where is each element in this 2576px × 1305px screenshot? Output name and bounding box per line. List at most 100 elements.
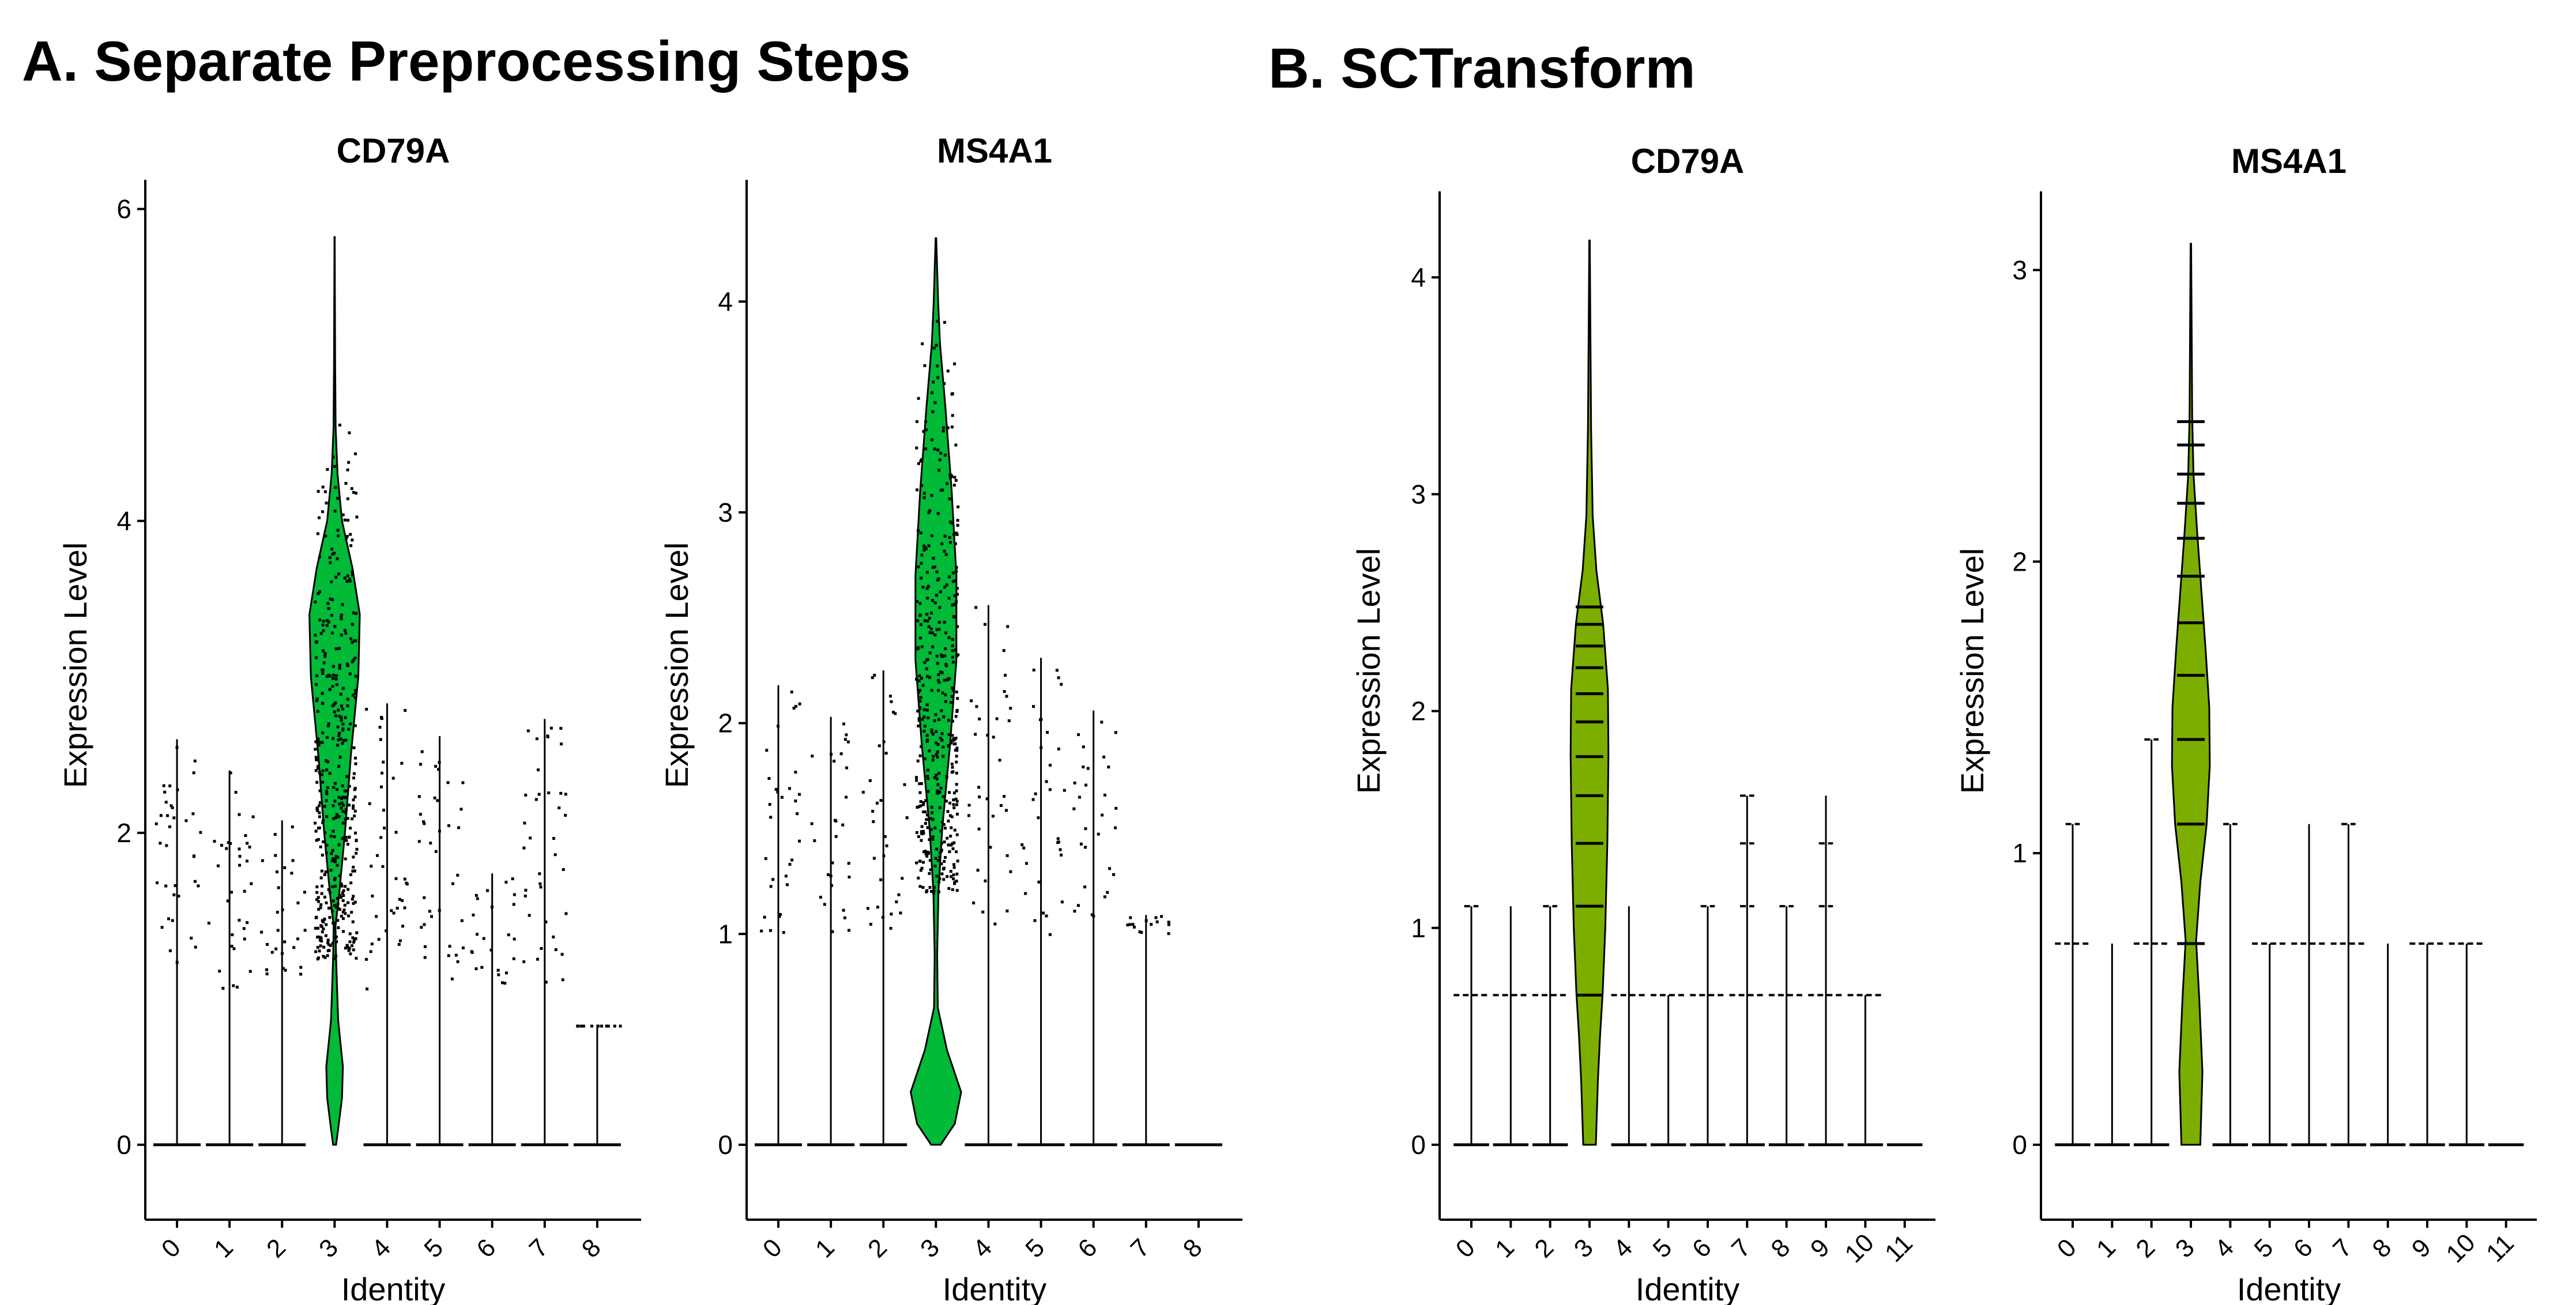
- data-point: [192, 854, 195, 858]
- data-point: [955, 533, 959, 536]
- data-point: [336, 855, 340, 859]
- data-point: [438, 761, 441, 764]
- data-point: [922, 430, 925, 433]
- data-point: [472, 913, 475, 916]
- data-point: [790, 858, 794, 862]
- data-point: [919, 804, 922, 808]
- data-point: [936, 743, 940, 746]
- data-point: [337, 708, 340, 712]
- data-point: [353, 809, 357, 813]
- data-point: [335, 674, 338, 677]
- data-point: [348, 784, 351, 788]
- data-point: [1048, 788, 1052, 791]
- data-point: [328, 891, 332, 894]
- data-point: [232, 947, 236, 951]
- data-point: [956, 587, 959, 590]
- data-point: [168, 825, 171, 828]
- data-point: [316, 765, 319, 768]
- data-point: [788, 863, 792, 866]
- data-point: [1045, 914, 1048, 918]
- data-point: [451, 882, 454, 885]
- data-point: [331, 849, 334, 853]
- data-point: [952, 484, 956, 487]
- data-point: [922, 548, 926, 552]
- data-point: [932, 346, 936, 350]
- data-point: [227, 841, 230, 844]
- data-point: [794, 705, 797, 708]
- data-point: [248, 970, 252, 973]
- data-point: [919, 696, 922, 699]
- data-point: [231, 933, 234, 937]
- data-point: [946, 482, 949, 485]
- data-point: [1082, 765, 1085, 769]
- data-point: [949, 476, 952, 480]
- data-point: [328, 772, 332, 775]
- data-point: [342, 739, 345, 742]
- data-point: [925, 667, 928, 670]
- data-point: [319, 944, 322, 948]
- data-point: [332, 665, 335, 668]
- data-point: [379, 785, 383, 789]
- data-point: [1032, 705, 1035, 708]
- data-point: [878, 744, 881, 748]
- data-point: [1167, 932, 1170, 936]
- data-point: [1009, 707, 1012, 710]
- data-point: [931, 759, 935, 762]
- data-point: [1003, 690, 1006, 693]
- data-point: [955, 889, 959, 892]
- data-point: [170, 804, 173, 808]
- data-point: [991, 814, 995, 818]
- data-point: [346, 945, 349, 949]
- data-point: [938, 806, 941, 809]
- data-point: [316, 710, 319, 713]
- data-point: [318, 590, 321, 594]
- data-point: [951, 719, 954, 723]
- data-point: [323, 831, 326, 835]
- data-point: [343, 518, 347, 522]
- data-point: [315, 699, 318, 703]
- data-point: [953, 882, 956, 885]
- y-tick-label: 2: [2012, 546, 2027, 576]
- data-point: [349, 533, 352, 536]
- data-point: [940, 671, 944, 674]
- data-point: [1086, 767, 1090, 770]
- data-point: [1056, 837, 1060, 840]
- data-point: [319, 924, 323, 927]
- data-point: [396, 907, 399, 910]
- data-point: [946, 875, 949, 878]
- data-point: [250, 882, 253, 885]
- data-point: [935, 753, 938, 756]
- data-point: [318, 771, 321, 774]
- data-point: [929, 868, 932, 872]
- data-point: [334, 701, 337, 705]
- data-point: [524, 793, 528, 797]
- data-point: [342, 836, 346, 839]
- data-point: [916, 619, 920, 623]
- data-point: [1057, 676, 1060, 680]
- data-point: [378, 726, 382, 729]
- data-point: [333, 465, 336, 468]
- data-point: [774, 787, 778, 791]
- data-point: [334, 677, 338, 681]
- data-point: [767, 777, 771, 780]
- data-point: [529, 836, 532, 840]
- data-point: [330, 631, 334, 635]
- data-point: [243, 889, 246, 893]
- data-point: [168, 949, 172, 952]
- data-point: [322, 927, 325, 930]
- data-point: [1103, 793, 1106, 797]
- data-point: [839, 752, 843, 756]
- data-point: [276, 929, 280, 932]
- data-point: [164, 801, 168, 804]
- data-point: [352, 798, 355, 802]
- data-point: [344, 796, 348, 799]
- x-tick-label: 8: [2367, 1234, 2397, 1263]
- data-point: [952, 791, 956, 795]
- data-point: [951, 765, 954, 769]
- data-point: [199, 831, 202, 834]
- data-point: [353, 814, 356, 818]
- data-point: [322, 629, 325, 632]
- data-point: [512, 903, 515, 906]
- data-point: [251, 815, 255, 819]
- data-point: [930, 728, 933, 731]
